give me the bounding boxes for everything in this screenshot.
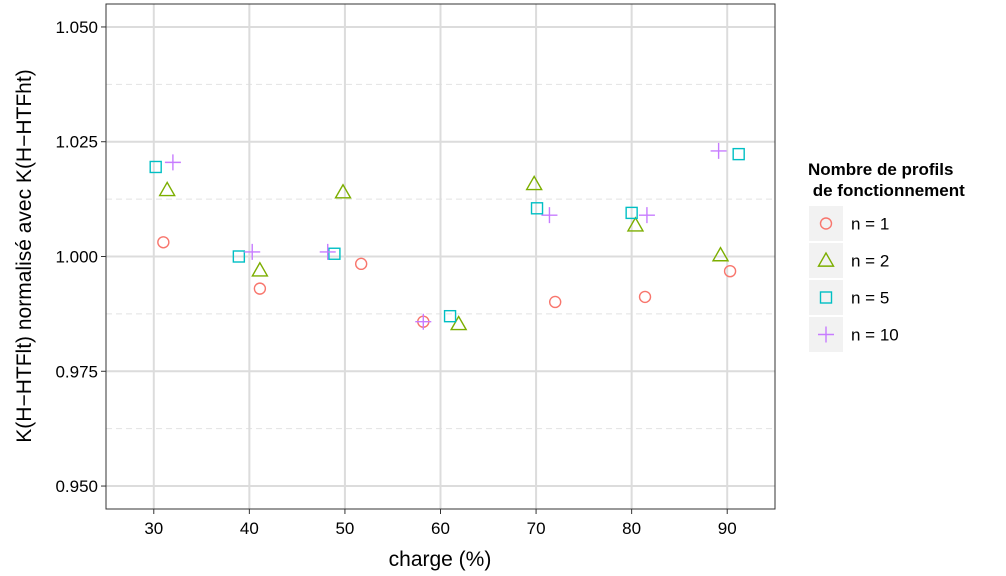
y-tick-label: 0.975 [55, 362, 98, 381]
data-point-plus [415, 313, 432, 330]
data-point-plus [541, 207, 558, 224]
data-point-circle [638, 290, 652, 304]
data-points [149, 142, 745, 331]
y-tick-label: 0.950 [55, 477, 98, 496]
legend-key-bg [809, 280, 843, 315]
legend-key-square [819, 291, 833, 304]
y-tick-label: 1.000 [55, 248, 98, 267]
data-point-square [232, 250, 246, 263]
x-tick-label: 80 [622, 519, 641, 538]
legend-items: n = 1 n = 2 n = 5 n = 10 [809, 206, 899, 352]
data-point-square [328, 247, 341, 260]
legend: Nombre de profils de fonctionnement n = … [808, 160, 965, 352]
data-point-plus [164, 154, 181, 171]
data-point-circle [253, 282, 267, 295]
y-tick-label: 1.050 [55, 18, 98, 37]
data-point-plus [638, 207, 655, 224]
legend-label: n = 10 [851, 326, 899, 345]
data-point-plus [319, 243, 336, 260]
legend-title-line-2: de fonctionnement [808, 181, 965, 200]
major-gridlines [106, 4, 775, 509]
legend-label: n = 5 [851, 289, 889, 308]
x-axis-title: charge (%) [389, 548, 492, 571]
legend-key-plus [818, 326, 834, 343]
y-tick-label: 1.025 [55, 133, 98, 152]
x-tick-label: 50 [335, 519, 354, 538]
data-point-square [732, 147, 745, 161]
data-point-circle [723, 264, 737, 278]
legend-label: n = 1 [851, 215, 889, 234]
data-point-circle [157, 236, 170, 249]
x-tick-label: 40 [240, 519, 259, 538]
legend-title-line-1: Nombre de profils [808, 160, 953, 179]
x-axis: 30 40 50 60 70 80 90 [144, 509, 737, 538]
legend-key-circle [819, 217, 833, 230]
legend-label: n = 2 [851, 252, 889, 271]
data-point-triangle [334, 183, 352, 199]
data-point-triangle [525, 175, 543, 191]
data-point-square [443, 309, 457, 323]
legend-key-bg [809, 206, 843, 241]
y-axis-title: K(H−HTFlt) normalisé avec K(H−HTFht) [13, 69, 36, 442]
data-point-square [149, 160, 162, 174]
data-point-triangle [711, 246, 730, 262]
data-point-triangle [626, 216, 645, 232]
data-point-circle [354, 257, 368, 271]
data-point-triangle [158, 181, 176, 197]
x-tick-label: 60 [431, 519, 450, 538]
legend-key-triangle [817, 251, 835, 267]
data-point-square [625, 206, 638, 220]
data-point-plus [244, 243, 261, 260]
data-point-triangle [251, 261, 269, 277]
x-tick-label: 30 [144, 519, 163, 538]
data-point-plus [710, 142, 727, 159]
data-point-circle [548, 295, 562, 309]
x-tick-label: 70 [527, 519, 546, 538]
data-point-square [530, 202, 544, 215]
x-tick-label: 90 [718, 519, 737, 538]
data-point-triangle [449, 315, 468, 331]
y-axis: 0.950 0.975 1.000 1.025 1.050 [55, 18, 106, 496]
legend-key-bg [809, 243, 843, 278]
